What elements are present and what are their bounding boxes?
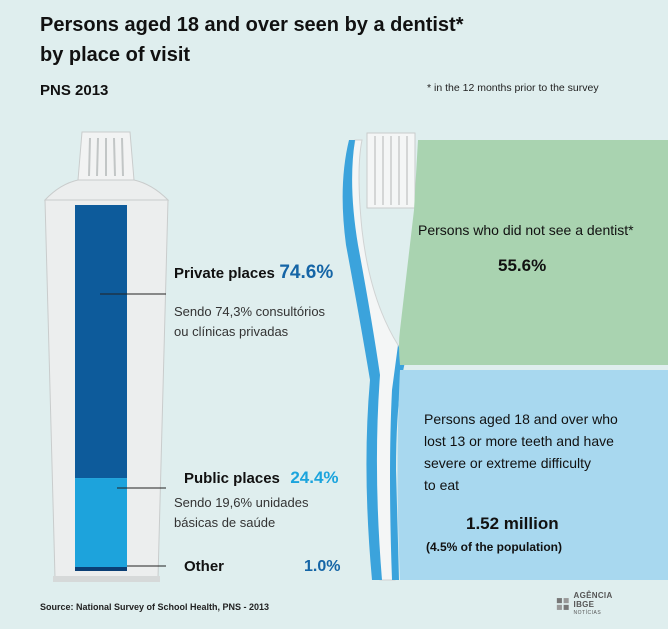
- lost-teeth-line-4: to eat: [424, 477, 460, 493]
- public-places-group: Public places 24.4%: [184, 468, 339, 488]
- agency-logo: AGÊNCIA IBGE NOTÍCIAS: [556, 591, 626, 618]
- public-places-description: Sendo 19,6% unidades básicas de saúde: [174, 493, 308, 533]
- footnote: * in the 12 months prior to the survey: [427, 82, 599, 94]
- not-seen-value: 55.6%: [498, 256, 547, 275]
- private-places-description: Sendo 74,3% consultórios ou clínicas pri…: [174, 302, 325, 342]
- lost-teeth-line-2: lost 13 or more teeth and have: [424, 433, 614, 449]
- title-line-2: by place of visit: [40, 44, 191, 66]
- panel-lost-teeth-background: [397, 370, 668, 580]
- lost-teeth-line-1: Persons aged 18 and over who: [424, 411, 618, 427]
- logo-text: AGÊNCIA IBGE NOTÍCIAS: [574, 591, 626, 618]
- private-places-group: Private places 74.6%: [174, 262, 333, 284]
- ibge-logo-icon: [556, 598, 569, 610]
- public-desc-line-2: básicas de saúde: [174, 515, 276, 530]
- public-places-label: Public places: [184, 470, 280, 487]
- logo-sub: NOTÍCIAS: [573, 609, 602, 616]
- title-line-1: Persons aged 18 and over seen by a denti…: [40, 14, 464, 36]
- lost-teeth-description: Persons aged 18 and over who lost 13 or …: [424, 408, 618, 496]
- other-value: 1.0%: [304, 558, 341, 575]
- source-note: Source: National Survey of School Health…: [40, 602, 270, 612]
- public-places-value: 24.4%: [290, 468, 339, 487]
- survey-label: PNS 2013: [40, 82, 109, 99]
- other-label: Other: [184, 558, 225, 575]
- share-bar-private: [75, 205, 127, 479]
- private-places-label: Private places: [174, 265, 275, 282]
- share-bar-public: [75, 478, 127, 567]
- not-seen-label: Persons who did not see a dentist*: [418, 222, 634, 238]
- lost-teeth-value: 1.52 million: [466, 514, 559, 533]
- lost-teeth-line-3: severe or extreme difficulty: [424, 455, 592, 471]
- lost-teeth-subvalue: (4.5% of the population): [426, 540, 562, 554]
- private-places-value: 74.6%: [279, 262, 334, 283]
- page-title: Persons aged 18 and over seen by a denti…: [40, 10, 600, 70]
- logo-main: AGÊNCIA IBGE: [573, 590, 613, 609]
- private-desc-line-1: Sendo 74,3% consultórios: [174, 304, 326, 319]
- public-desc-line-1: Sendo 19,6% unidades: [174, 495, 309, 510]
- toothbrush: [342, 132, 416, 581]
- share-bar-other: [75, 567, 127, 571]
- private-desc-line-2: ou clínicas privadas: [174, 324, 289, 339]
- panel-not-seen-background: [399, 140, 668, 365]
